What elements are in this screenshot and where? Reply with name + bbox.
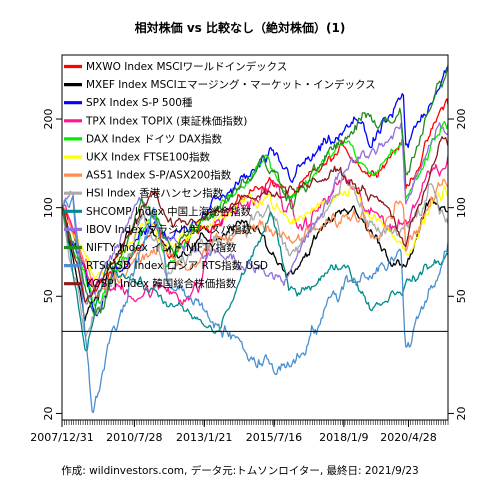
x-tick-label: 2015/7/16 — [246, 431, 302, 444]
y-tick-label-left: 200 — [42, 109, 55, 130]
legend-label: SPX Index S-P 500種 — [86, 96, 193, 109]
chart-title: 相対株価 vs 比較なし（絶対株価）(1) — [135, 20, 346, 35]
legend-label: HSI Index 香港ハンセン指数 — [86, 187, 224, 200]
y-tick-label-left: 50 — [42, 289, 55, 303]
series-line — [61, 155, 449, 306]
legend-label: SHCOMP Index 中国上海総合指数 — [86, 205, 252, 218]
chart-footer: 作成: wildinvestors.com, データ元:トムソンロイター, 最終… — [61, 464, 418, 477]
series-line — [61, 184, 449, 281]
legend-label: TPX Index TOPIX (東証株価指数) — [85, 114, 247, 127]
series-line — [61, 173, 449, 337]
series-line — [61, 197, 449, 322]
legend-label: AS51 Index S-P/ASX200指数 — [86, 169, 232, 182]
series-line — [61, 120, 449, 307]
series-line — [61, 98, 449, 293]
legend-label: MXWO Index MSCIワールドインデックス — [86, 60, 287, 73]
y-tick-label-right: 20 — [455, 406, 468, 420]
x-tick-label: 2020/4/28 — [380, 431, 436, 444]
series-line — [61, 195, 449, 413]
x-tick-label: 2018/1/9 — [319, 431, 368, 444]
legend-label: MXEF Index MSCIエマージング・マーケット・インデックス — [86, 78, 376, 91]
legend-label: RTSIUSD Index ロシア RTS指数 USD — [86, 259, 268, 272]
series-line — [61, 207, 449, 352]
y-tick-label-right: 200 — [455, 109, 468, 130]
y-tick-label-left: 100 — [42, 197, 55, 218]
series-line — [61, 178, 449, 298]
x-tick-label: 2013/1/21 — [176, 431, 232, 444]
plot-frame — [61, 54, 449, 421]
y-tick-label-left: 20 — [42, 406, 55, 420]
series-layer — [61, 64, 449, 413]
legend-label: KOSPI Index 韓国総合株価指数 — [86, 277, 237, 290]
legend: MXWO Index MSCIワールドインデックス MXEF Index MSCI… — [64, 60, 376, 290]
legend-label: IBOV Index ブラジルボベスパ指数 — [86, 223, 252, 236]
series-line — [61, 64, 449, 317]
y-tick-label-right: 50 — [455, 289, 468, 303]
series-line — [61, 136, 449, 303]
legend-label: NIFTY Index インド NIFTY指数 — [86, 241, 237, 254]
series-line — [61, 122, 449, 305]
y-tick-label-right: 100 — [455, 197, 468, 218]
x-tick-label: 2010/7/28 — [106, 431, 162, 444]
legend-label: UKX Index FTSE100指数 — [86, 151, 210, 164]
legend-label: DAX Index ドイツ DAX指数 — [86, 132, 222, 145]
axes: 20 20 50 50 100 100 200 200 2007/12/31 2010/7/28 2… — [30, 109, 468, 444]
x-tick-label: 2007/12/31 — [30, 431, 93, 444]
